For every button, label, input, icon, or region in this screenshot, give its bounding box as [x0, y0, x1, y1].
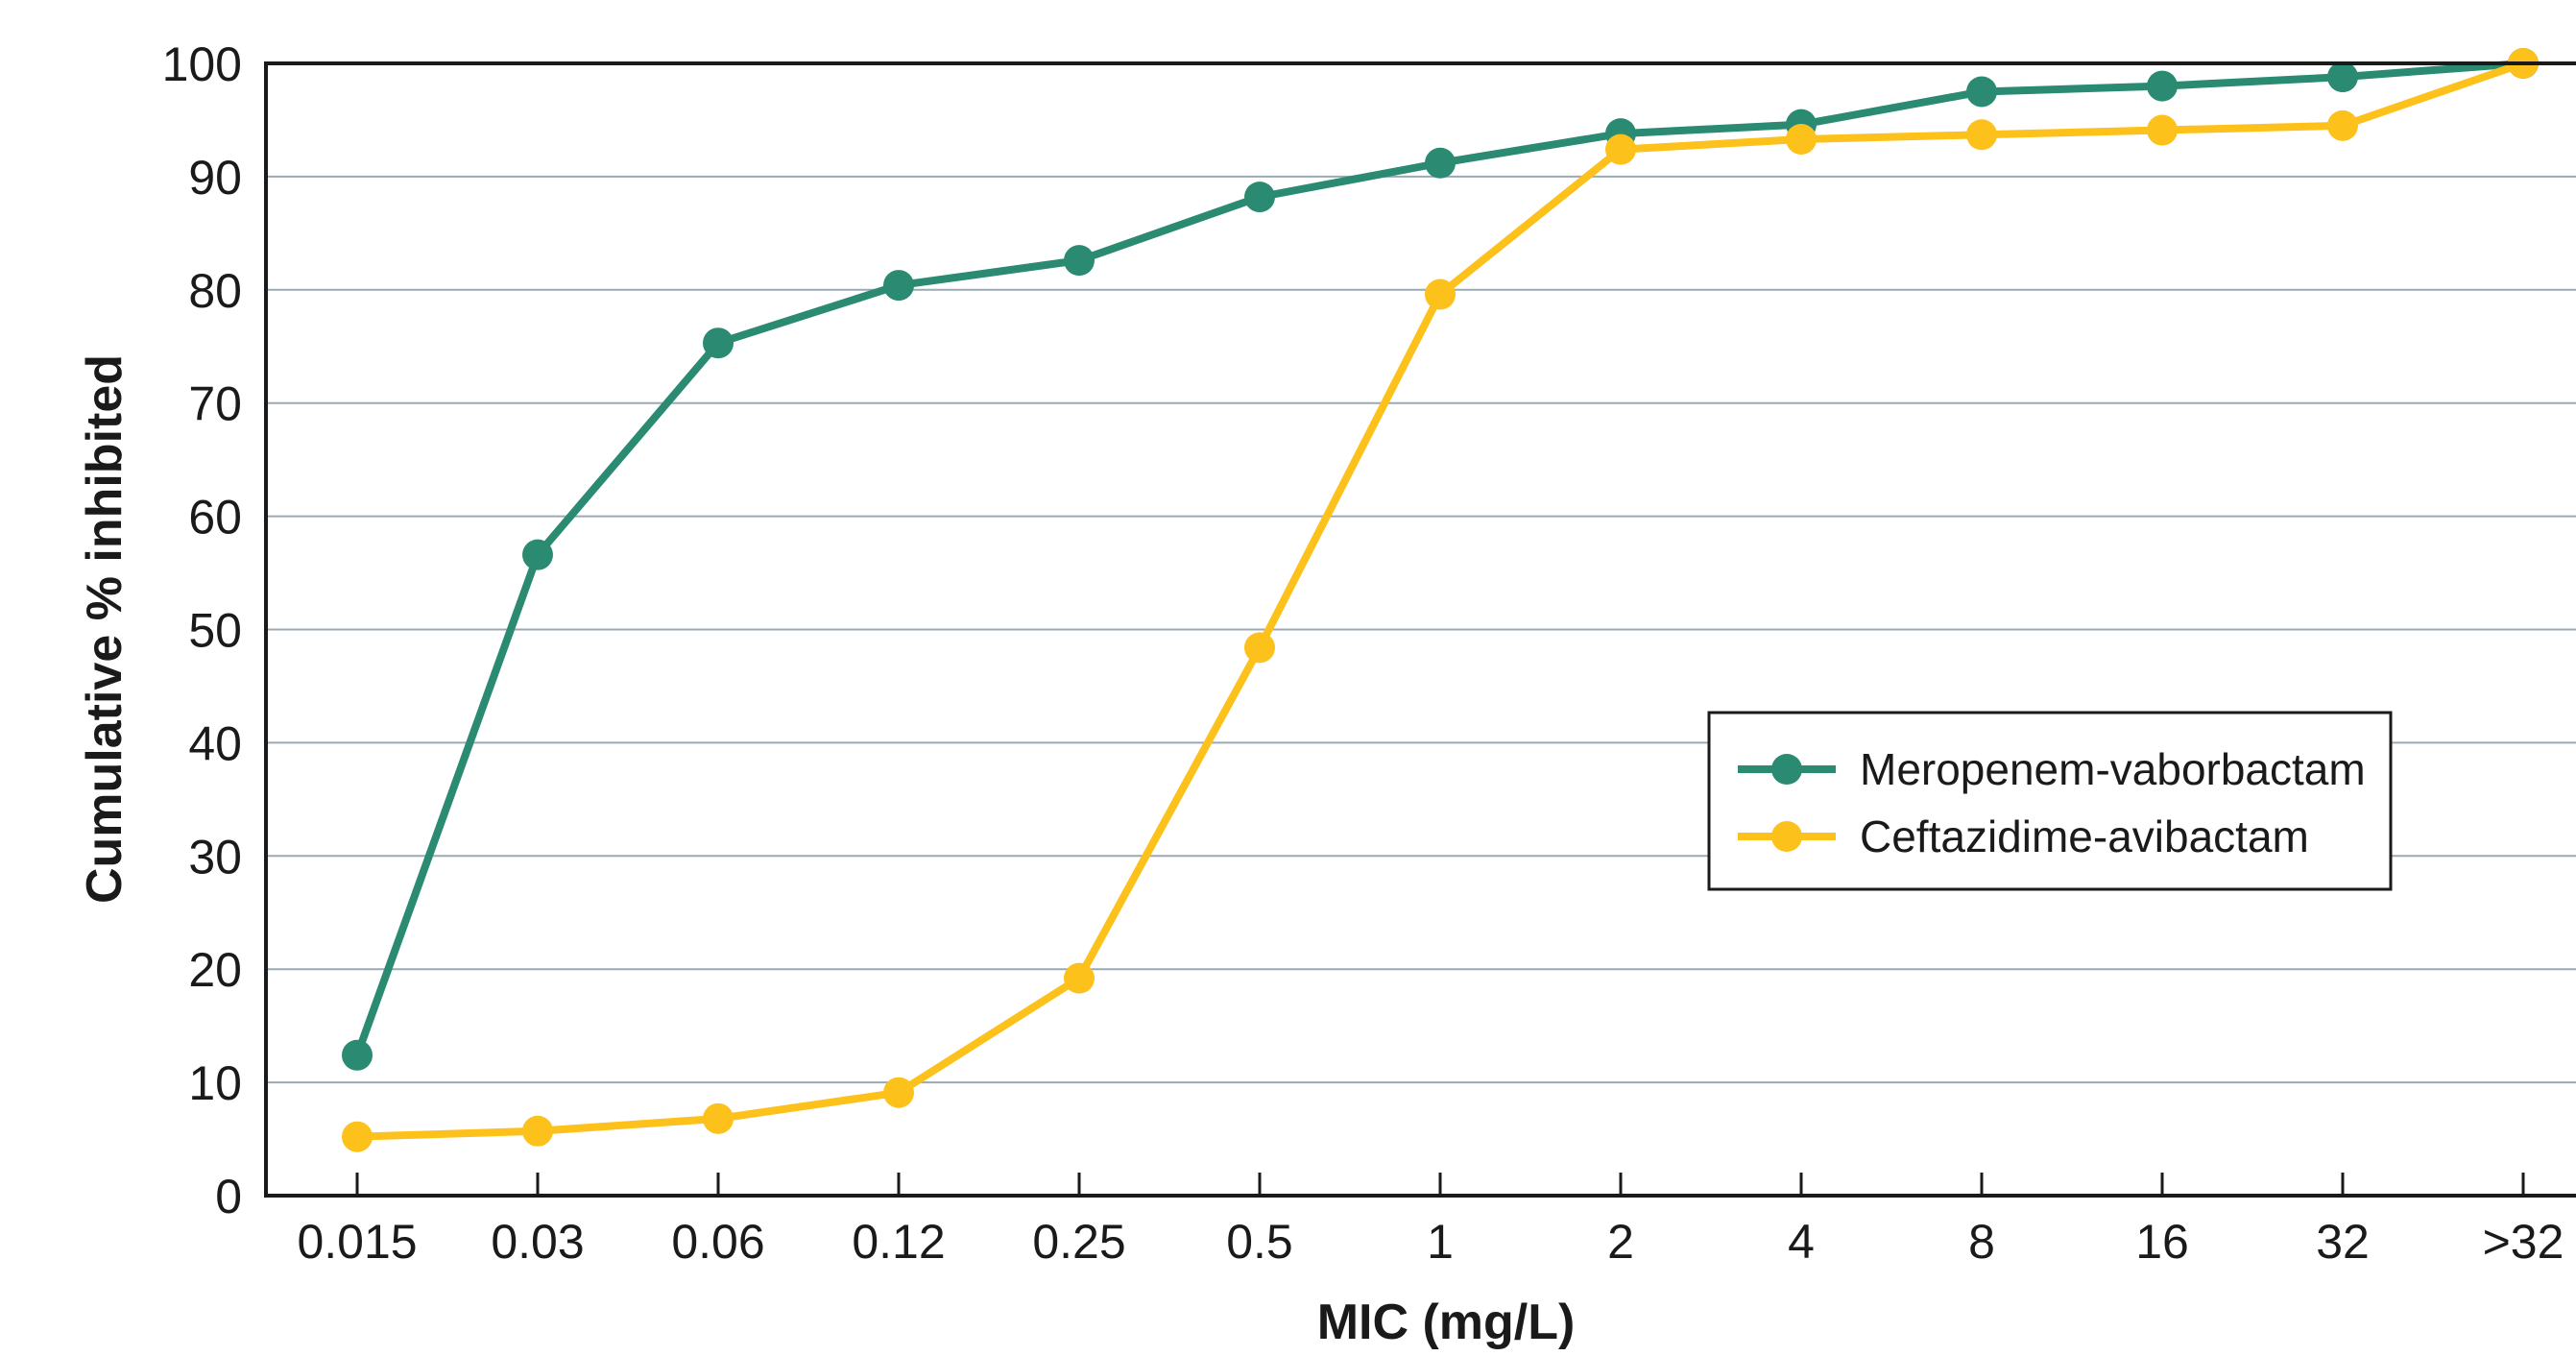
- x-tick-label: 0.12: [852, 1215, 945, 1269]
- data-point: [1244, 632, 1275, 664]
- y-tick-label: 80: [188, 264, 242, 318]
- legend-label: Ceftazidime-avibactam: [1860, 811, 2309, 861]
- data-point: [1966, 119, 1997, 151]
- data-point: [883, 1077, 914, 1108]
- y-tick-label: 20: [188, 943, 242, 997]
- legend-box: [1707, 711, 2393, 891]
- x-axis-title: MIC (mg/L): [1317, 1295, 1576, 1350]
- x-tick-label: 0.06: [671, 1215, 764, 1269]
- legend: Meropenem-vaborbactam Ceftazidime-avibact…: [1707, 711, 2393, 891]
- data-point: [1064, 245, 1095, 277]
- y-tick-label: 70: [188, 377, 242, 431]
- x-tick-label: 0.25: [1032, 1215, 1125, 1269]
- data-point: [1064, 962, 1095, 994]
- x-tick-label: 0.015: [297, 1215, 417, 1269]
- series-0: [342, 48, 2539, 1071]
- y-tick-label: 50: [188, 604, 242, 658]
- data-point: [522, 1115, 553, 1147]
- y-axis-title: Cumulative % inhibited: [77, 354, 132, 904]
- legend-swatch-marker: [1771, 754, 1802, 785]
- data-point: [1786, 123, 1817, 155]
- legend-entry: Meropenem-vaborbactam: [1738, 744, 2366, 794]
- data-point: [1425, 147, 1456, 179]
- data-point: [2147, 70, 2178, 102]
- gridlines: [266, 175, 2576, 1084]
- data-point: [2327, 109, 2358, 141]
- x-tick-label: 0.03: [491, 1215, 584, 1269]
- y-tick-label: 90: [188, 151, 242, 205]
- y-tick-label: 40: [188, 716, 242, 770]
- data-point: [522, 539, 553, 570]
- x-tick-label: 1: [1427, 1215, 1454, 1269]
- x-tick-label: 32: [2316, 1215, 2370, 1269]
- data-point: [883, 270, 914, 302]
- y-tick-label: 30: [188, 830, 242, 884]
- x-tick-label: >32: [2483, 1215, 2564, 1269]
- data-point: [342, 1121, 373, 1152]
- data-point: [703, 327, 734, 359]
- data-point: [703, 1102, 734, 1134]
- data-point: [1966, 76, 1997, 108]
- data-point: [1244, 182, 1275, 213]
- y-tick-label: 0: [215, 1170, 242, 1223]
- series-line: [353, 60, 2527, 1141]
- axes: [264, 61, 2576, 1198]
- data-point: [1425, 278, 1456, 310]
- series-line: [353, 60, 2527, 1059]
- series-layer: [342, 48, 2539, 1152]
- data-point: [2327, 61, 2358, 93]
- y-tick-label: 10: [188, 1056, 242, 1110]
- x-tick-label: 16: [2135, 1215, 2189, 1269]
- series-1: [342, 48, 2539, 1152]
- tick-labels: 0 10 20 30 40 50 60 70 80 90 100 0.015 0.03 0.06 0.12 0…: [162, 37, 2564, 1269]
- x-tick-label: 0.5: [1226, 1215, 1293, 1269]
- y-tick-label: 60: [188, 491, 242, 545]
- data-point: [342, 1039, 373, 1071]
- legend-label: Meropenem-vaborbactam: [1860, 744, 2366, 794]
- legend-swatch-marker: [1771, 821, 1802, 852]
- y-tick-label: 100: [162, 37, 242, 91]
- data-point: [2147, 114, 2178, 146]
- x-tick-label: 2: [1607, 1215, 1634, 1269]
- x-tick-label: 8: [1968, 1215, 1995, 1269]
- data-point: [1605, 133, 1636, 165]
- x-tick-label: 4: [1788, 1215, 1815, 1269]
- legend-entry: Ceftazidime-avibactam: [1738, 811, 2309, 861]
